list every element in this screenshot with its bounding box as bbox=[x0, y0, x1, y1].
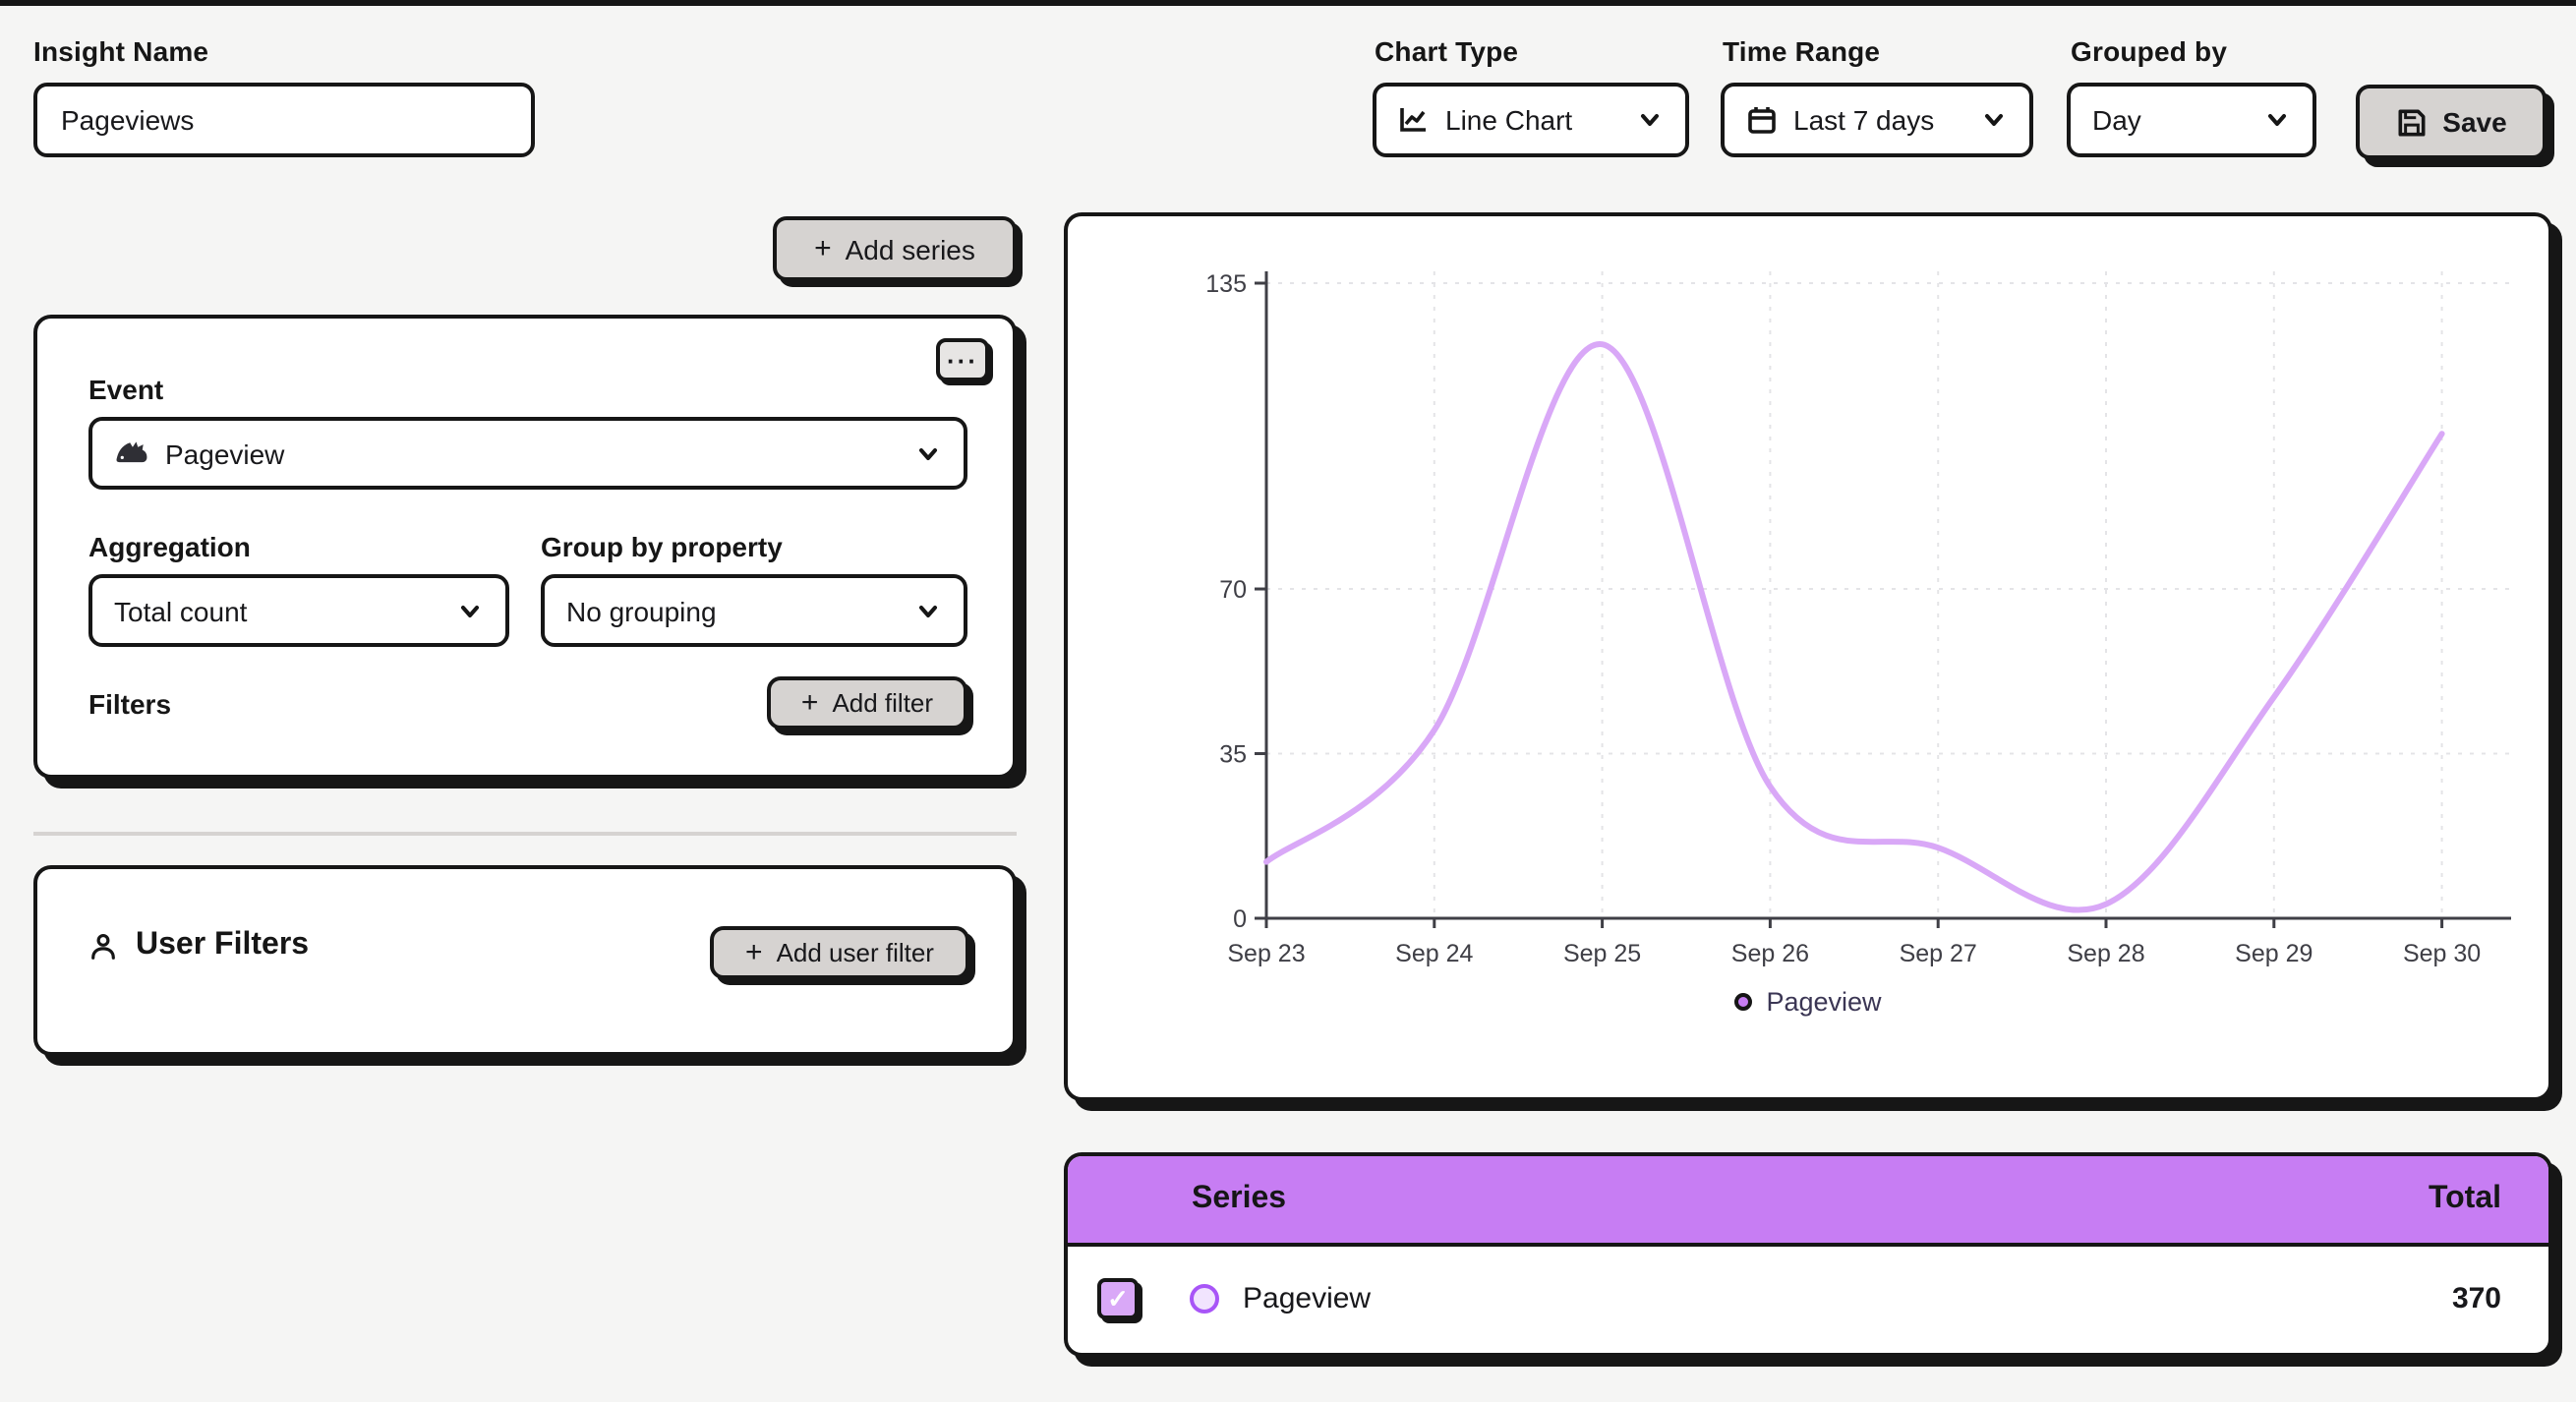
save-button-label: Save bbox=[2442, 106, 2507, 138]
svg-text:0: 0 bbox=[1233, 905, 1247, 933]
series-table: Series Total ✓ Pageview 370 bbox=[1064, 1152, 2552, 1357]
svg-text:Sep 28: Sep 28 bbox=[2067, 940, 2144, 967]
user-filters-card: User Filters + Add user filter bbox=[33, 865, 1017, 1056]
table-row: ✓ Pageview 370 bbox=[1068, 1247, 2548, 1349]
group-by-property-select[interactable]: No grouping bbox=[541, 574, 967, 647]
chevron-down-icon bbox=[461, 605, 479, 616]
legend-dot-icon bbox=[1734, 993, 1753, 1011]
chart-type-select[interactable]: Line Chart bbox=[1373, 83, 1689, 157]
event-select[interactable]: Pageview bbox=[88, 417, 967, 490]
chart-panel: 0 35 70 135 Sep 23 Sep 24 Sep 25 Sep 26 Sep 27 Se… bbox=[1064, 212, 2552, 1101]
insight-name-input[interactable] bbox=[33, 83, 535, 157]
grouped-by-value: Day bbox=[2092, 104, 2141, 136]
user-filters-title: User Filters bbox=[136, 928, 310, 962]
svg-text:Sep 24: Sep 24 bbox=[1395, 940, 1473, 967]
series-column-header: Series bbox=[1192, 1182, 1287, 1215]
add-series-button[interactable]: + Add series bbox=[773, 216, 1017, 281]
series-table-header: Series Total bbox=[1068, 1156, 2548, 1247]
grouped-by-select[interactable]: Day bbox=[2067, 83, 2316, 157]
save-icon bbox=[2398, 108, 2426, 136]
add-filter-button[interactable]: + Add filter bbox=[767, 676, 967, 730]
time-range-select[interactable]: Last 7 days bbox=[1721, 83, 2033, 157]
group-by-property-label: Group by property bbox=[541, 531, 783, 562]
series-checkbox[interactable]: ✓ bbox=[1097, 1277, 1139, 1318]
plus-icon: + bbox=[745, 936, 763, 969]
svg-text:Sep 23: Sep 23 bbox=[1227, 940, 1305, 967]
event-value: Pageview bbox=[165, 438, 285, 469]
section-divider bbox=[33, 832, 1017, 836]
aggregation-select[interactable]: Total count bbox=[88, 574, 509, 647]
check-icon: ✓ bbox=[1107, 1283, 1129, 1313]
line-chart-icon bbox=[1400, 108, 1426, 132]
chart-legend[interactable]: Pageview bbox=[1068, 987, 2548, 1017]
hedgehog-icon bbox=[116, 440, 147, 462]
chart-type-label: Chart Type bbox=[1375, 35, 1519, 67]
add-series-label: Add series bbox=[845, 233, 975, 264]
svg-text:Sep 27: Sep 27 bbox=[1900, 940, 1977, 967]
calendar-icon bbox=[1748, 107, 1776, 134]
svg-text:35: 35 bbox=[1219, 741, 1247, 769]
person-icon bbox=[91, 932, 115, 959]
insight-name-label: Insight Name bbox=[33, 35, 209, 67]
legend-label: Pageview bbox=[1766, 987, 1882, 1017]
chevron-down-icon bbox=[1985, 114, 2003, 126]
svg-text:Sep 25: Sep 25 bbox=[1563, 940, 1641, 967]
series-card: ··· Event Pageview Aggregation Total cou… bbox=[33, 315, 1017, 779]
svg-text:135: 135 bbox=[1205, 270, 1247, 298]
event-label: Event bbox=[88, 374, 164, 405]
svg-text:70: 70 bbox=[1219, 576, 1247, 604]
svg-text:Sep 29: Sep 29 bbox=[2235, 940, 2313, 967]
chevron-down-icon bbox=[2268, 114, 2286, 126]
plus-icon: + bbox=[814, 232, 832, 265]
series-total-value: 370 bbox=[2451, 1281, 2501, 1314]
add-user-filter-label: Add user filter bbox=[776, 938, 934, 967]
add-filter-label: Add filter bbox=[832, 688, 934, 718]
time-range-value: Last 7 days bbox=[1793, 104, 1935, 136]
aggregation-value: Total count bbox=[114, 595, 248, 626]
total-column-header: Total bbox=[2428, 1182, 2501, 1215]
svg-text:Sep 30: Sep 30 bbox=[2403, 940, 2481, 967]
time-range-label: Time Range bbox=[1723, 35, 1881, 67]
add-user-filter-button[interactable]: + Add user filter bbox=[710, 926, 969, 979]
svg-text:Sep 26: Sep 26 bbox=[1731, 940, 1809, 967]
grouped-by-label: Grouped by bbox=[2071, 35, 2228, 67]
plus-icon: + bbox=[800, 686, 819, 720]
chart-type-value: Line Chart bbox=[1445, 104, 1573, 136]
aggregation-label: Aggregation bbox=[88, 531, 251, 562]
group-by-property-value: No grouping bbox=[566, 595, 717, 626]
ellipsis-icon: ··· bbox=[947, 345, 978, 375]
chevron-down-icon bbox=[919, 605, 937, 616]
more-options-button[interactable]: ··· bbox=[936, 338, 989, 381]
series-color-marker bbox=[1190, 1283, 1219, 1313]
filters-label: Filters bbox=[88, 688, 172, 720]
series-name: Pageview bbox=[1243, 1281, 1372, 1314]
chevron-down-icon bbox=[1641, 114, 1659, 126]
line-chart: 0 35 70 135 Sep 23 Sep 24 Sep 25 Sep 26 Sep 27 Se… bbox=[1205, 270, 2511, 967]
chevron-down-icon bbox=[919, 447, 937, 459]
save-button[interactable]: Save bbox=[2356, 85, 2547, 159]
